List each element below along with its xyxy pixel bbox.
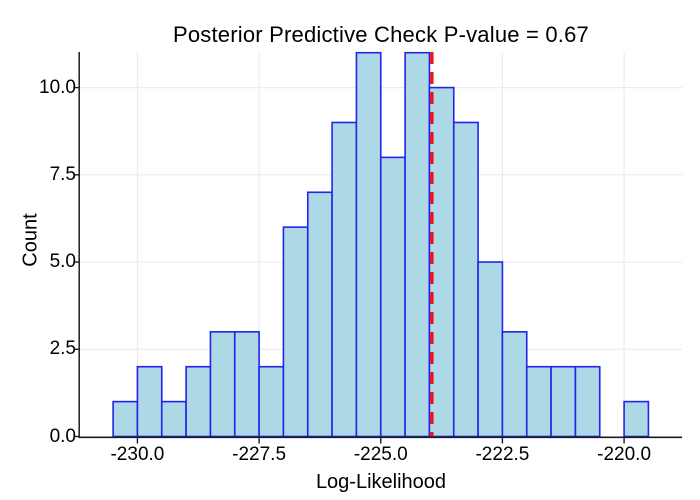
y-tick-label: 0.0 <box>49 425 76 447</box>
histogram-bar <box>355 51 382 438</box>
x-tick-label: -225.0 <box>353 444 408 465</box>
histogram-bar <box>550 365 577 438</box>
x-tick-label: -222.5 <box>475 444 530 465</box>
histogram-bar <box>112 400 139 438</box>
histogram-bar <box>282 226 309 438</box>
histogram-bar <box>331 121 358 438</box>
histogram-bar <box>209 331 236 438</box>
x-tick-label: -220.0 <box>597 444 652 465</box>
histogram-bar <box>306 191 333 438</box>
y-tick-label: 10.0 <box>39 76 76 98</box>
histogram-bar <box>258 365 285 438</box>
histogram-bar <box>185 365 212 438</box>
histogram-bar <box>525 365 552 438</box>
histogram-bar <box>574 365 601 438</box>
x-tick-label: -227.5 <box>232 444 287 465</box>
histogram-bar <box>501 331 528 438</box>
histogram-bar <box>404 51 431 438</box>
chart-title: Posterior Predictive Check P-value = 0.6… <box>172 22 589 47</box>
histogram-bar <box>379 156 406 438</box>
histogram-bar <box>160 400 187 438</box>
y-tick-label: 7.5 <box>49 163 76 185</box>
histogram-bar <box>452 121 479 438</box>
y-tick-label: 2.5 <box>49 338 76 360</box>
histogram-bar <box>623 400 650 438</box>
histogram-bar <box>233 331 260 438</box>
y-tick-label: 5.0 <box>49 251 76 273</box>
histogram-bar <box>136 365 163 438</box>
histogram-bar <box>477 261 504 438</box>
x-axis-label: Log-Likelihood <box>315 471 447 493</box>
x-tick-label: -230.0 <box>110 444 165 465</box>
